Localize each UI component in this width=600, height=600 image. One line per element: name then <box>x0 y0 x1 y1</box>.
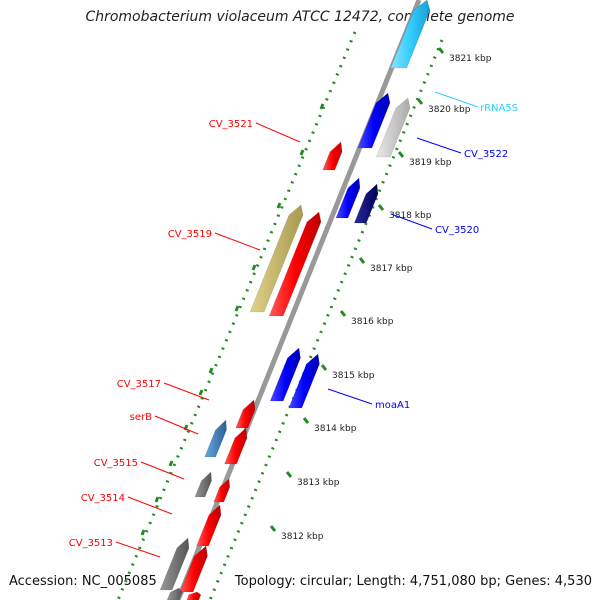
ruler-tick-label: 3817 kbp <box>370 264 413 274</box>
gene-arrow-reverse[interactable] <box>269 347 301 402</box>
gene-label-left[interactable]: CV_3517 <box>117 379 161 390</box>
label-leader-line <box>154 415 199 435</box>
gene-arrow-forward[interactable] <box>179 545 208 593</box>
ruler-minor-tick <box>251 264 257 271</box>
label-leader-line <box>140 461 185 480</box>
ruler-tick-label: 3815 kbp <box>332 371 375 381</box>
gene-label-right[interactable]: CV_3522 <box>464 149 508 160</box>
ruler-tick-label: 3820 kbp <box>428 105 471 115</box>
gene-arrow-forward[interactable] <box>322 141 343 171</box>
label-leader-line <box>416 137 462 154</box>
ruler-tick <box>437 47 445 54</box>
gene-label-left[interactable]: serB <box>130 412 152 423</box>
gene-arrow-pseudo[interactable] <box>249 204 304 313</box>
ruler-tick-label: 3819 kbp <box>409 158 452 168</box>
gene-arrow-gray[interactable] <box>159 537 190 591</box>
label-leader-line <box>327 388 373 405</box>
label-leader-line <box>163 382 210 401</box>
gene-label-left[interactable]: CV_3513 <box>69 538 113 549</box>
gene-label-left[interactable]: CV_3515 <box>94 458 138 469</box>
ruler-minor-tick <box>234 305 240 312</box>
gene-label-left[interactable]: CV_3519 <box>168 229 212 240</box>
ruler-minor-tick <box>168 460 174 467</box>
outer-ruler-right <box>208 39 444 600</box>
gene-arrow-gray[interactable] <box>166 587 183 600</box>
map-title: Chromobacterium violaceum ATCC 12472, co… <box>85 9 515 25</box>
ruler-tick-label: 3818 kbp <box>389 211 432 221</box>
ruler-tick-label: 3816 kbp <box>351 317 394 327</box>
label-leader-line <box>115 541 161 558</box>
ruler-ticks: 3821 kbp 3820 kbp 3819 kbp 3818 kbp 3817 kbp… <box>140 47 492 542</box>
ruler-minor-tick <box>140 529 146 536</box>
gene-arrow-forward[interactable] <box>213 478 231 503</box>
gene-label-right[interactable]: CV_3520 <box>435 225 479 236</box>
ruler-tick <box>285 471 293 478</box>
ruler-tick-label: 3813 kbp <box>297 478 340 488</box>
outer-ruler-left <box>116 31 357 600</box>
ruler-minor-tick <box>299 149 305 156</box>
ruler-minor-tick <box>208 367 214 374</box>
gene-arrow-forward[interactable] <box>268 211 322 317</box>
label-leader-line <box>390 213 433 230</box>
ruler-tick <box>377 204 385 211</box>
genome-summary-text: Topology: circular; Length: 4,751,080 bp… <box>234 574 592 589</box>
label-leader-line <box>214 232 261 251</box>
ruler-minor-tick <box>276 202 282 209</box>
gene-arrow-reverse-dark[interactable] <box>353 183 379 224</box>
gene-arrow-reverse[interactable] <box>335 177 361 219</box>
gene-label-left[interactable]: CV_3521 <box>209 119 253 130</box>
ruler-minor-tick <box>319 103 325 110</box>
ruler-tick <box>339 310 347 317</box>
gene-arrow-reverse[interactable] <box>288 353 320 409</box>
gene-arrow-forward[interactable] <box>224 427 248 465</box>
ruler-minor-tick <box>154 496 160 503</box>
ruler-tick-label: 3812 kbp <box>281 532 324 542</box>
label-leader-line <box>434 91 479 108</box>
label-leader-line <box>127 496 173 515</box>
gene-arrow-forward[interactable] <box>186 591 202 600</box>
ruler-tick <box>358 257 366 264</box>
ruler-tick <box>269 525 277 532</box>
gene-arrow-reverse[interactable] <box>357 92 391 149</box>
gene-arrow-rna[interactable] <box>390 0 431 69</box>
gene-label-left[interactable]: CV_3514 <box>81 493 125 504</box>
ruler-tick <box>397 151 405 158</box>
ruler-tick-label: 3814 kbp <box>314 424 357 434</box>
gene-labels: CV_3521 CV_3519 CV_3517 serB CV_3515 CV_3514 C… <box>69 103 518 549</box>
ruler-tick <box>416 98 424 105</box>
ruler-minor-tick <box>198 389 204 396</box>
accession-text: Accession: NC_005085 <box>9 574 157 589</box>
ruler-tick-label: 3821 kbp <box>449 54 492 64</box>
gene-arrow-forward[interactable] <box>196 504 222 547</box>
gene-features <box>159 0 431 600</box>
gene-label-right[interactable]: rRNA5S <box>480 103 518 114</box>
ruler-tick <box>320 364 328 371</box>
gene-label-right[interactable]: moaA1 <box>375 400 410 411</box>
label-leader-lines <box>115 91 479 558</box>
label-leader-line <box>255 122 301 143</box>
gene-arrow-gray[interactable] <box>194 471 212 498</box>
ruler-tick <box>302 417 310 424</box>
gene-arrow-forward[interactable] <box>235 399 256 429</box>
gene-arrow-serB[interactable] <box>204 419 227 458</box>
gene-arrow-reverse-gray[interactable] <box>375 97 411 158</box>
